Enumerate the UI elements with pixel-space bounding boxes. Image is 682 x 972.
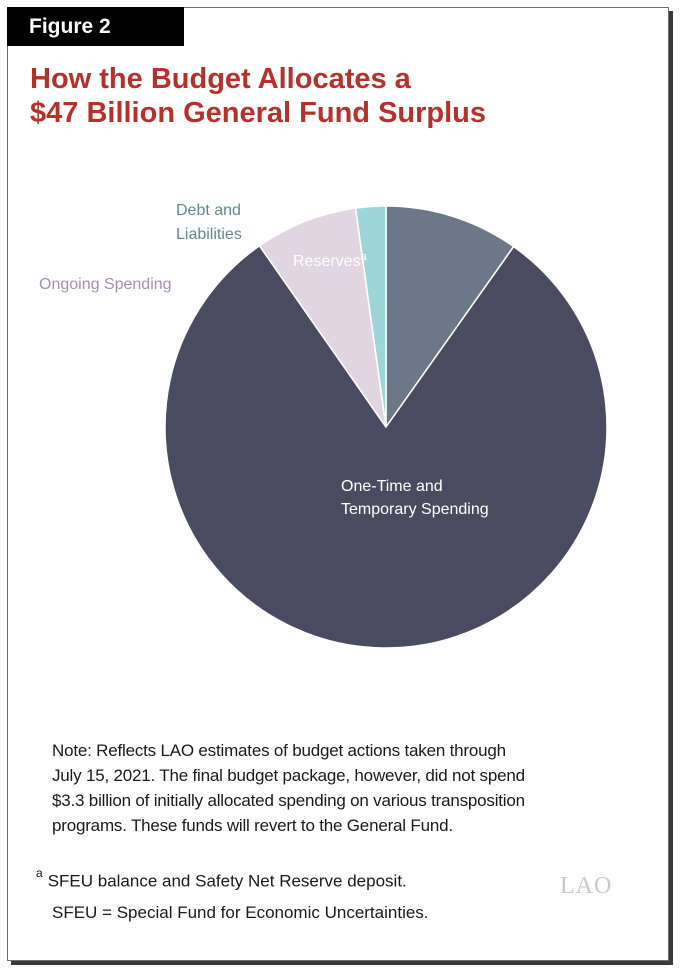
pie-slice-debt-and-liabilities <box>354 205 387 428</box>
footnote-a: a SFEU balance and Safety Net Reserve dep… <box>36 865 596 893</box>
pie-slice-ongoing-spending <box>258 207 387 428</box>
chart-note: Note: Reflects LAO estimates of budget a… <box>52 738 632 838</box>
slice-label-one-time-line-2: Temporary Spending <box>341 501 489 518</box>
lao-logo: LAO <box>560 873 613 899</box>
note-line-1: Note: Reflects LAO estimates of budget a… <box>52 741 506 760</box>
note-line-3: $3.3 billion of initially allocated spen… <box>52 791 525 810</box>
figure-label: Figure 2 <box>7 7 184 46</box>
footnote-a-marker: a <box>36 866 43 880</box>
pie-slices <box>164 205 608 649</box>
chart-title-line-1: How the Budget Allocates a <box>30 63 411 95</box>
footnote-a-text: SFEU balance and Safety Net Reserve depo… <box>47 871 407 891</box>
slice-label-debt-line-1: Debt and <box>176 202 241 219</box>
chart-title-line-2: $47 Billion General Fund Surplus <box>30 97 487 129</box>
note-line-4: programs. These funds will revert to the… <box>52 816 453 835</box>
pie-slice-reserves <box>385 205 515 430</box>
pie-slice-one-time-and-temporary-spending <box>164 244 608 649</box>
chart-title: How the Budget Allocates a $47 Billion G… <box>30 62 650 130</box>
slice-label-ongoing: Ongoing Spending <box>39 276 172 293</box>
slice-label-one-time-line-1: One-Time and <box>341 478 443 495</box>
slice-label-reserves: Reservesa <box>293 251 368 270</box>
footnote-sfeu: SFEU = Special Fund for Economic Uncerta… <box>52 903 429 922</box>
note-line-2: July 15, 2021. The final budget package,… <box>52 766 525 785</box>
reserves-footnote-marker: a <box>361 251 368 263</box>
slice-label-debt-line-2: Liabilities <box>176 226 242 243</box>
